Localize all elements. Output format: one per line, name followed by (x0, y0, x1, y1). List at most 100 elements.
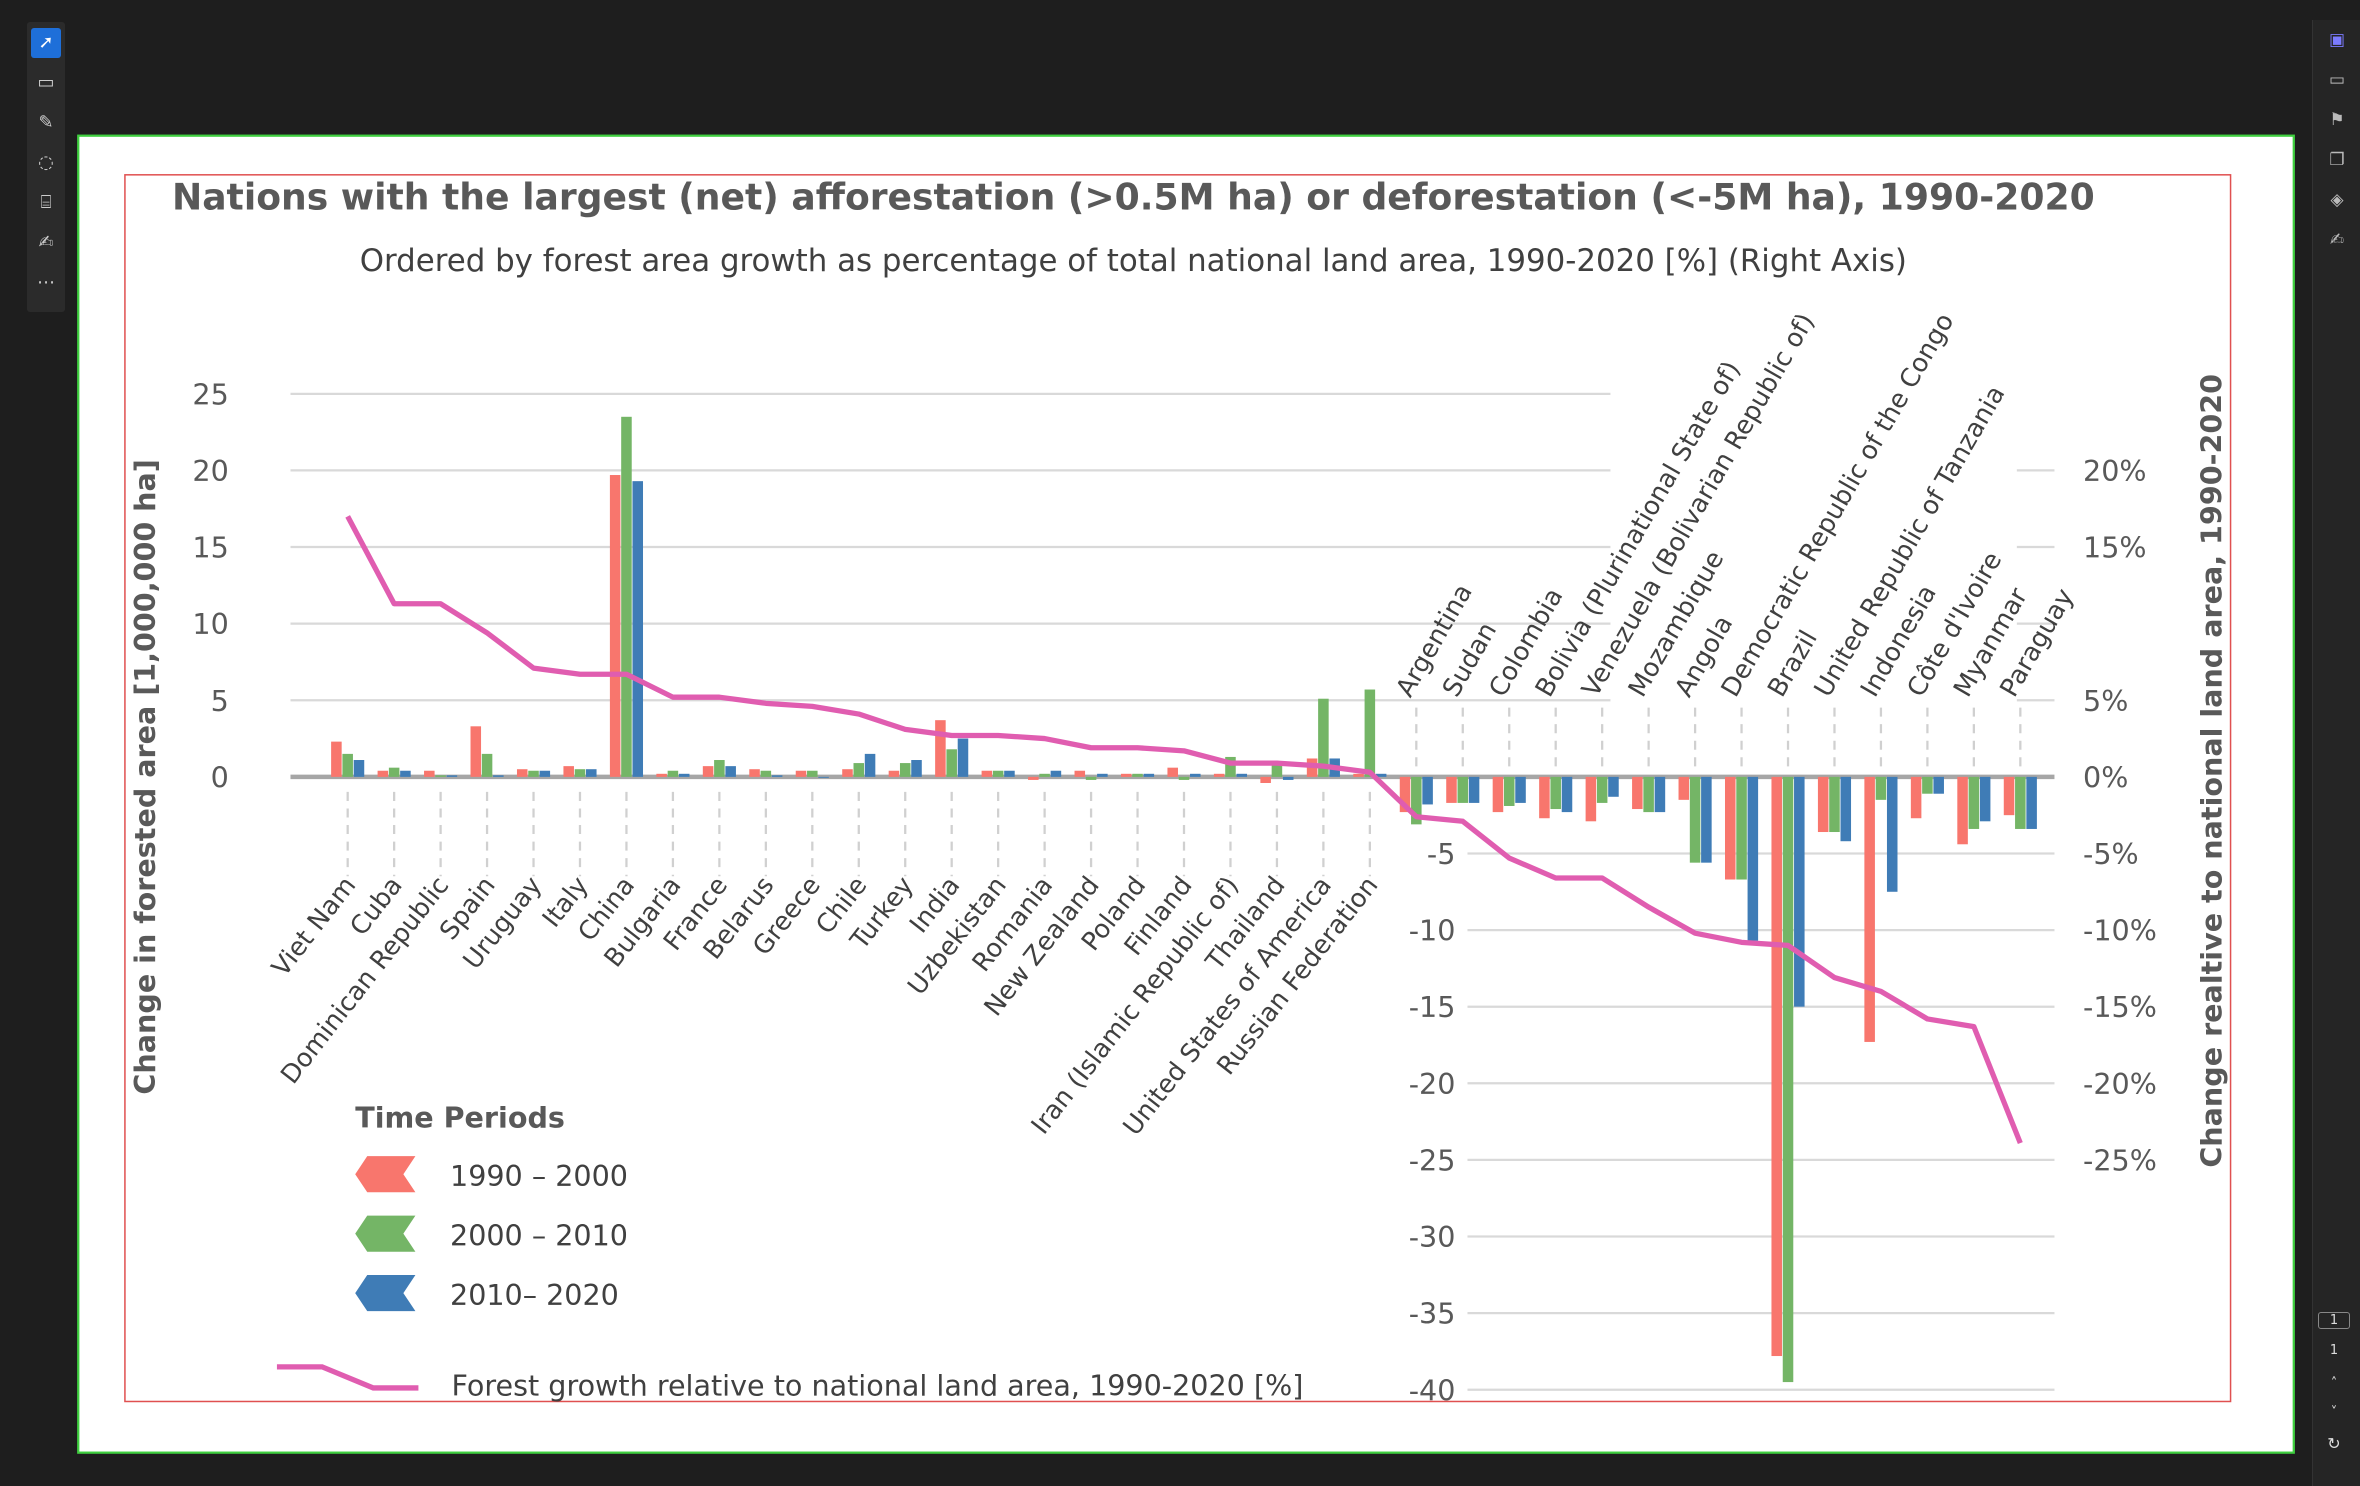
bar (470, 726, 482, 777)
bar (667, 770, 679, 777)
bar (1364, 689, 1376, 777)
refresh-icon[interactable]: ↻ (2327, 1434, 2341, 1453)
y-tick-label: -10 (1409, 914, 1456, 948)
bar (1864, 776, 1875, 1042)
bar (1922, 776, 1933, 794)
y-tick-label: -20 (1409, 1067, 1456, 1101)
y-tick-label: -40 (1409, 1373, 1456, 1407)
bar (446, 775, 458, 777)
bar (1039, 773, 1050, 777)
page (77, 134, 2295, 1454)
bar (1701, 776, 1712, 863)
bar (632, 481, 644, 777)
legend-swatch (355, 1275, 416, 1312)
bar (424, 770, 435, 777)
bar (1829, 776, 1840, 833)
page-current[interactable]: 1 (2318, 1312, 2350, 1329)
bar (1689, 776, 1701, 863)
bookmark-icon[interactable]: ⚑ (2329, 110, 2345, 130)
bar (353, 760, 365, 777)
legend-label: 1990 – 2000 (450, 1159, 628, 1193)
bar (493, 775, 504, 777)
bar (911, 760, 922, 777)
bar (1143, 773, 1155, 777)
sign-icon[interactable]: ✍ (38, 232, 54, 253)
bar (609, 475, 621, 777)
y-tick-label: -35 (1409, 1297, 1456, 1331)
bar (1561, 776, 1573, 813)
bar (725, 766, 736, 777)
bar (528, 770, 539, 777)
bar (1074, 770, 1086, 777)
bar (388, 767, 400, 777)
bar (1608, 776, 1619, 797)
bar (1886, 776, 1898, 892)
bar (563, 766, 574, 777)
y-tick-label: 0 (211, 760, 229, 794)
y2-tick-label: 15% (2083, 531, 2147, 565)
pages-icon[interactable]: ❐ (2329, 150, 2345, 170)
left-toolbar: ➚ ▭ ✎ ◌ ⌸ ✍ ⋯ (27, 22, 65, 312)
bar (702, 766, 714, 777)
bar (400, 770, 411, 777)
select-icon[interactable]: ➚ (31, 28, 61, 58)
legend-label: Forest growth relative to national land … (452, 1368, 1304, 1402)
bar (899, 763, 911, 777)
bar (807, 770, 818, 777)
legend-swatch (355, 1215, 416, 1252)
y-tick-label: 10 (192, 607, 228, 641)
bar (1539, 776, 1550, 819)
bar (621, 416, 632, 777)
bar (1724, 776, 1736, 880)
bar (1271, 763, 1283, 777)
bar (1085, 776, 1097, 780)
comments-icon[interactable]: ▭ (2328, 70, 2346, 90)
bar (2015, 776, 2026, 829)
bar (1596, 776, 1608, 803)
y-tick-label: -25 (1409, 1143, 1456, 1177)
comment-icon[interactable]: ▭ (37, 72, 55, 93)
pen-icon[interactable]: ✎ (38, 112, 54, 133)
y2-tick-label: -5% (2083, 837, 2139, 871)
text-select-icon[interactable]: ⌸ (40, 192, 52, 213)
bar (946, 749, 957, 777)
bar (1979, 776, 1991, 822)
bar (795, 770, 807, 777)
bar (1375, 773, 1387, 777)
bar (1028, 776, 1039, 780)
bar (1875, 776, 1887, 800)
y-tick-label: 15 (192, 531, 228, 565)
legend-title: Time Periods (355, 1101, 565, 1135)
bar (1492, 776, 1504, 813)
bar (1968, 776, 1980, 829)
page-down-icon[interactable]: ˅ (2330, 1405, 2338, 1420)
right-sidebar: ▣ ▭ ⚑ ❐ ◈ ✍ (2312, 20, 2360, 1486)
bar (1225, 756, 1236, 777)
layers-icon[interactable]: ◈ (2330, 190, 2344, 210)
sign-icon[interactable]: ✍ (2329, 230, 2345, 250)
properties-icon[interactable]: ▣ (2328, 30, 2346, 50)
bar (1132, 773, 1143, 777)
bar (1399, 776, 1411, 813)
y2-tick-label: -20% (2083, 1067, 2157, 1101)
y-axis-label: Change in forested area [1,000,000 ha] (128, 459, 162, 1094)
bar (888, 770, 900, 777)
bar (1167, 767, 1178, 777)
more-icon[interactable]: ⋯ (37, 272, 55, 293)
y-tick-label: -15 (1409, 990, 1456, 1024)
chart-subtitle: Ordered by forest area growth as percent… (360, 243, 1907, 279)
bar (1004, 770, 1015, 777)
y-tick-label: 5 (211, 684, 229, 718)
bar (1643, 776, 1654, 813)
bar (957, 738, 969, 777)
bar (1840, 776, 1852, 842)
bar (1678, 776, 1690, 800)
bar (1771, 776, 1782, 1357)
bar (1794, 776, 1805, 1007)
bar (574, 769, 586, 777)
lasso-icon[interactable]: ◌ (38, 152, 54, 173)
bar (1236, 773, 1248, 777)
bar (1957, 776, 1968, 845)
page-up-icon[interactable]: ˄ (2330, 1376, 2338, 1391)
bar (1654, 776, 1666, 813)
